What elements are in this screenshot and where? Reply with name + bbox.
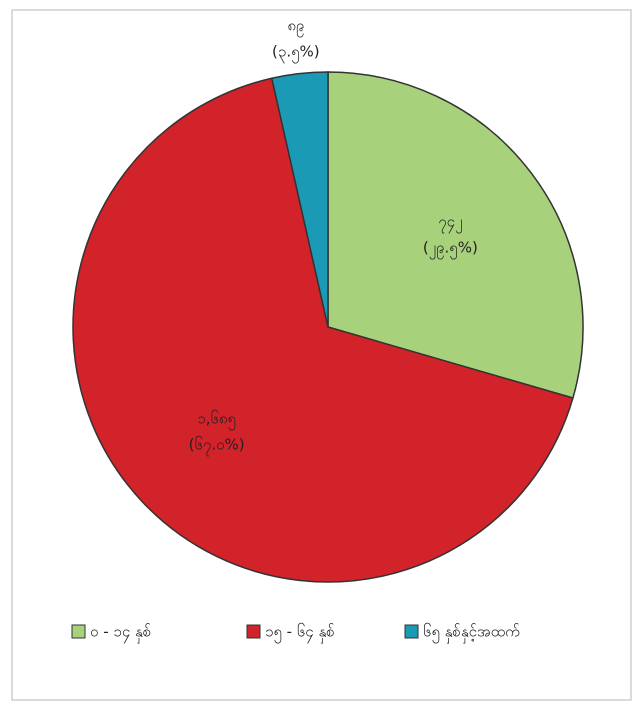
percent-label: (၆၇.၀%): [189, 435, 245, 456]
pie-slice: [327, 71, 584, 399]
legend-swatch: [246, 624, 261, 639]
legend-label: ၀ - ၁၄ နှစ်: [90, 623, 151, 644]
percent-label: (၂၉.၅%): [423, 239, 478, 260]
pie-slice: [270, 71, 329, 328]
value-label: ၁,၆၈၅: [197, 409, 236, 430]
value-label: ၇၄၂: [438, 213, 462, 234]
legend-swatch: [404, 624, 419, 639]
legend-label: ၁၅ - ၆၄ နှစ်: [265, 623, 335, 644]
legend-swatch: [71, 624, 86, 639]
pie-slice: [72, 77, 574, 583]
value-label: ၈၉: [287, 16, 304, 37]
legend-label: ၆၅ နှစ်နှင့်အထက်: [423, 623, 520, 644]
percent-label: (၃.၅%): [272, 42, 320, 63]
